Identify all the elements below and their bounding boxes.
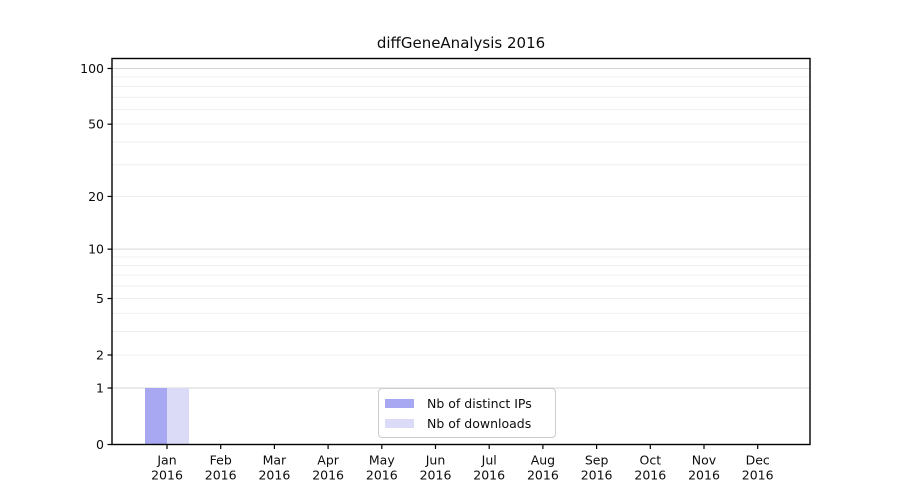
- x-tick-label-year: 2016: [205, 468, 237, 483]
- plot-border: [111, 57, 811, 446]
- x-tick-label-month: Feb: [210, 453, 232, 468]
- x-tick-label-year: 2016: [151, 468, 183, 483]
- legend-label-downloads: Nb of downloads: [427, 415, 532, 431]
- x-tick-label-month: Jul: [481, 453, 497, 468]
- legend: Nb of distinct IPs Nb of downloads: [378, 388, 556, 438]
- x-tick-label-year: 2016: [688, 468, 720, 483]
- x-tick-label-year: 2016: [742, 468, 774, 483]
- x-tick-label-month: Mar: [263, 453, 287, 468]
- x-tick-label-month: Jan: [156, 453, 176, 468]
- legend-item-downloads: Nb of downloads: [385, 413, 548, 433]
- x-tick-label-year: 2016: [420, 468, 452, 483]
- x-tick-label-year: 2016: [473, 468, 505, 483]
- y-tick-label: 0: [96, 437, 104, 452]
- x-tick-label-month: Dec: [746, 453, 770, 468]
- y-tick-label: 100: [80, 61, 104, 76]
- x-tick-label-month: Sep: [585, 453, 609, 468]
- bar-nb-of-distinct-ips-jan-2016: [145, 388, 167, 445]
- x-tick-label-month: Aug: [531, 453, 555, 468]
- chart-title: diffGeneAnalysis 2016: [376, 34, 546, 52]
- legend-item-distinct-ips: Nb of distinct IPs: [385, 393, 548, 413]
- y-tick-label: 10: [88, 241, 104, 256]
- y-tick-label: 20: [88, 189, 104, 204]
- bar-nb-of-downloads-jan-2016: [167, 388, 189, 445]
- x-tick-label-month: May: [369, 453, 395, 468]
- x-tick-label-year: 2016: [581, 468, 613, 483]
- y-tick-label: 50: [88, 116, 104, 131]
- x-tick-label-year: 2016: [527, 468, 559, 483]
- x-tick-label-year: 2016: [312, 468, 344, 483]
- y-tick-label: 2: [96, 347, 104, 362]
- x-tick-label-year: 2016: [258, 468, 290, 483]
- x-tick-label-year: 2016: [366, 468, 398, 483]
- legend-swatch-distinct-ips-icon: [385, 398, 414, 408]
- legend-label-distinct-ips: Nb of distinct IPs: [427, 395, 532, 411]
- x-tick-label-month: Apr: [317, 453, 339, 468]
- legend-swatch-downloads-icon: [385, 418, 414, 428]
- x-tick-label-month: Jun: [425, 453, 446, 468]
- x-tick-label-month: Oct: [639, 453, 661, 468]
- y-tick-label: 5: [96, 291, 104, 306]
- x-tick-label-month: Nov: [692, 453, 717, 468]
- y-tick-label: 1: [96, 380, 104, 395]
- x-tick-label-year: 2016: [634, 468, 666, 483]
